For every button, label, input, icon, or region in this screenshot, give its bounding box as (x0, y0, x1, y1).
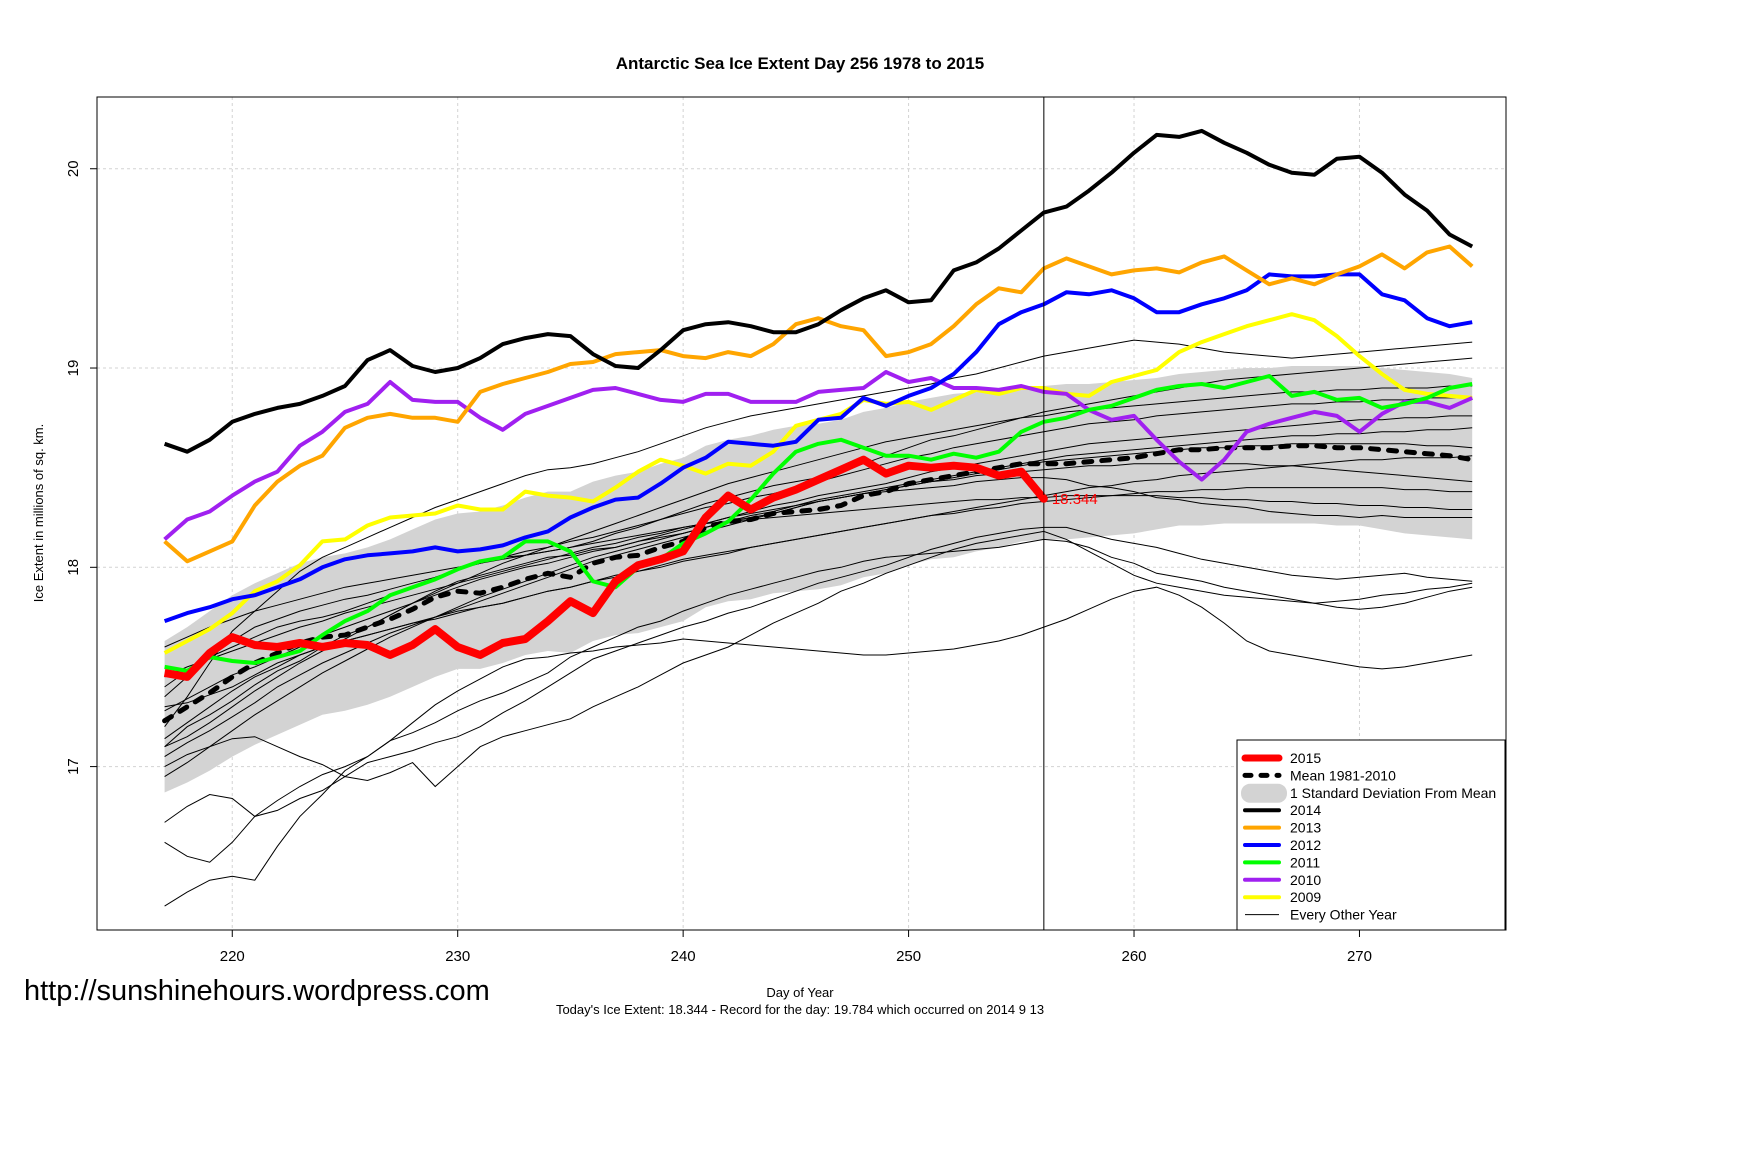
x-tick-label: 220 (220, 948, 245, 965)
chart-title: Antarctic Sea Ice Extent Day 256 1978 to… (616, 54, 985, 73)
legend-swatch-band (1241, 783, 1287, 803)
x-axis-label: Day of Year (766, 985, 834, 1000)
series-line-2011 (164, 374, 1473, 673)
y-axis: 17 18 19 20 (65, 160, 97, 775)
series-line-2013 (163, 244, 1474, 564)
other-year-line (164, 538, 1473, 863)
legend-label: 2014 (1290, 802, 1321, 818)
std-dev-band (164, 366, 1473, 793)
current-value-point (1039, 494, 1048, 503)
x-tick-label: 240 (671, 948, 696, 965)
highlight-series (163, 128, 1474, 681)
series-line-2014 (163, 128, 1474, 454)
other-years-lines (164, 339, 1473, 907)
legend-label: Mean 1981-2010 (1290, 767, 1396, 783)
x-tick-label: 230 (445, 948, 470, 965)
other-year-line (164, 495, 1473, 648)
x-axis: 220 230 240 250 260 270 (220, 930, 1372, 965)
mean-1981-2010-line (162, 443, 1475, 724)
x-tick-label: 260 (1122, 948, 1147, 965)
x-tick-label: 250 (896, 948, 921, 965)
watermark-url: http://sunshinehours.wordpress.com (24, 975, 490, 1007)
y-tick-label: 18 (65, 559, 82, 576)
y-tick-label: 19 (65, 360, 82, 377)
series-line-2015 (163, 455, 1047, 681)
other-year-line (164, 463, 1473, 678)
other-year-line (164, 530, 1473, 788)
mean-line (162, 443, 1475, 724)
series-line-2010 (163, 370, 1474, 541)
other-year-line (164, 339, 1473, 728)
y-axis-label: Ice Extent in millions of sq. km. (31, 424, 46, 602)
legend-label: 2012 (1290, 837, 1321, 853)
other-year-line (164, 487, 1473, 708)
legend-label: 2015 (1290, 750, 1321, 766)
legend-label: 2011 (1290, 854, 1320, 870)
x-tick-label: 270 (1347, 948, 1372, 965)
chart-subtitle: Today's Ice Extent: 18.344 - Record for … (556, 1002, 1044, 1017)
y-tick-label: 20 (65, 160, 82, 177)
std-dev-band-area (164, 366, 1473, 793)
other-year-line (164, 526, 1473, 823)
plot-frame (96, 96, 1507, 931)
series-line-2012 (163, 272, 1473, 623)
current-day-marker: 18.344 (1039, 97, 1098, 930)
other-year-line (164, 427, 1473, 778)
y-tick-label: 17 (65, 758, 82, 775)
other-year-line (164, 385, 1473, 748)
legend-label: 2013 (1290, 820, 1321, 836)
legend-label: 2009 (1290, 889, 1321, 905)
legend-box (1236, 739, 1506, 931)
legend-label: 1 Standard Deviation From Mean (1290, 785, 1496, 801)
legend-label: 2010 (1290, 872, 1321, 888)
current-value-label: 18.344 (1052, 491, 1098, 508)
legend-label: Every Other Year (1290, 907, 1397, 923)
